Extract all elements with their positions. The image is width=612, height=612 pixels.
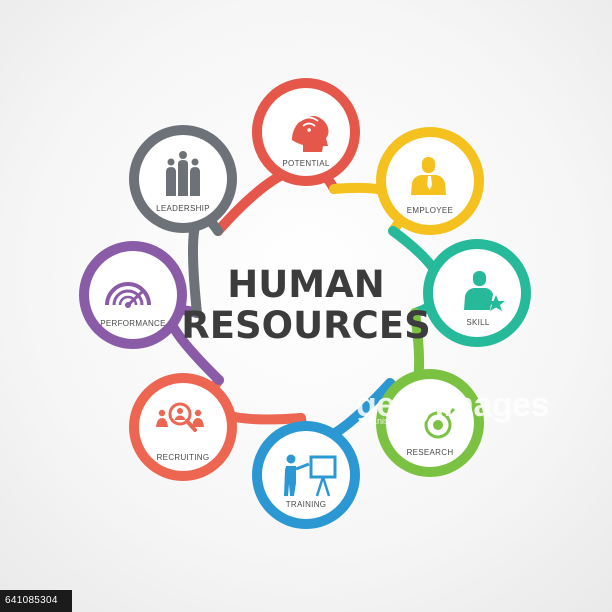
node-ring-performance <box>79 241 187 349</box>
label-leadership: LEADERSHIP <box>156 204 210 213</box>
businessman-icon <box>411 157 446 195</box>
group-leader-icon <box>166 151 200 196</box>
label-performance: PERFORMANCE <box>100 319 166 328</box>
node-ring-skill <box>423 239 531 347</box>
label-employee: EMPLOYEE <box>407 206 453 215</box>
label-recruiting: RECRUITING <box>157 453 210 462</box>
node-ring-recruiting <box>129 373 237 481</box>
node-fill-training <box>257 426 355 524</box>
label-training: TRAINING <box>286 500 327 509</box>
node-fill-recruiting <box>134 378 232 476</box>
center-title-line1: HUMAN <box>227 263 384 306</box>
watermark-credit: Enis Aksoy <box>371 416 416 426</box>
image-id-bar: 641085304 <box>0 590 72 612</box>
node-fill-performance <box>84 246 182 344</box>
node-ring-research <box>376 369 484 477</box>
presenter-board-icon <box>284 454 337 497</box>
person-star-icon <box>464 271 505 311</box>
node-ring-training <box>252 421 360 529</box>
node-ring-potential <box>252 78 360 186</box>
center-title-line2: RESOURCES <box>181 304 430 347</box>
people-magnifier-icon <box>156 402 204 432</box>
target-magnifier-icon <box>424 407 456 439</box>
node-ring-leadership <box>129 125 237 233</box>
head-brain-icon <box>292 116 329 152</box>
node-fill-research <box>381 374 479 472</box>
label-skill: SKILL <box>466 318 490 327</box>
node-ring-employee <box>376 127 484 235</box>
speedometer-icon <box>105 282 151 308</box>
image-id: 641085304 <box>5 595 58 606</box>
watermark-brand: gettyimages <box>356 386 549 424</box>
label-research: RESEARCH <box>407 448 454 457</box>
label-potential: POTENTIAL <box>282 159 329 168</box>
